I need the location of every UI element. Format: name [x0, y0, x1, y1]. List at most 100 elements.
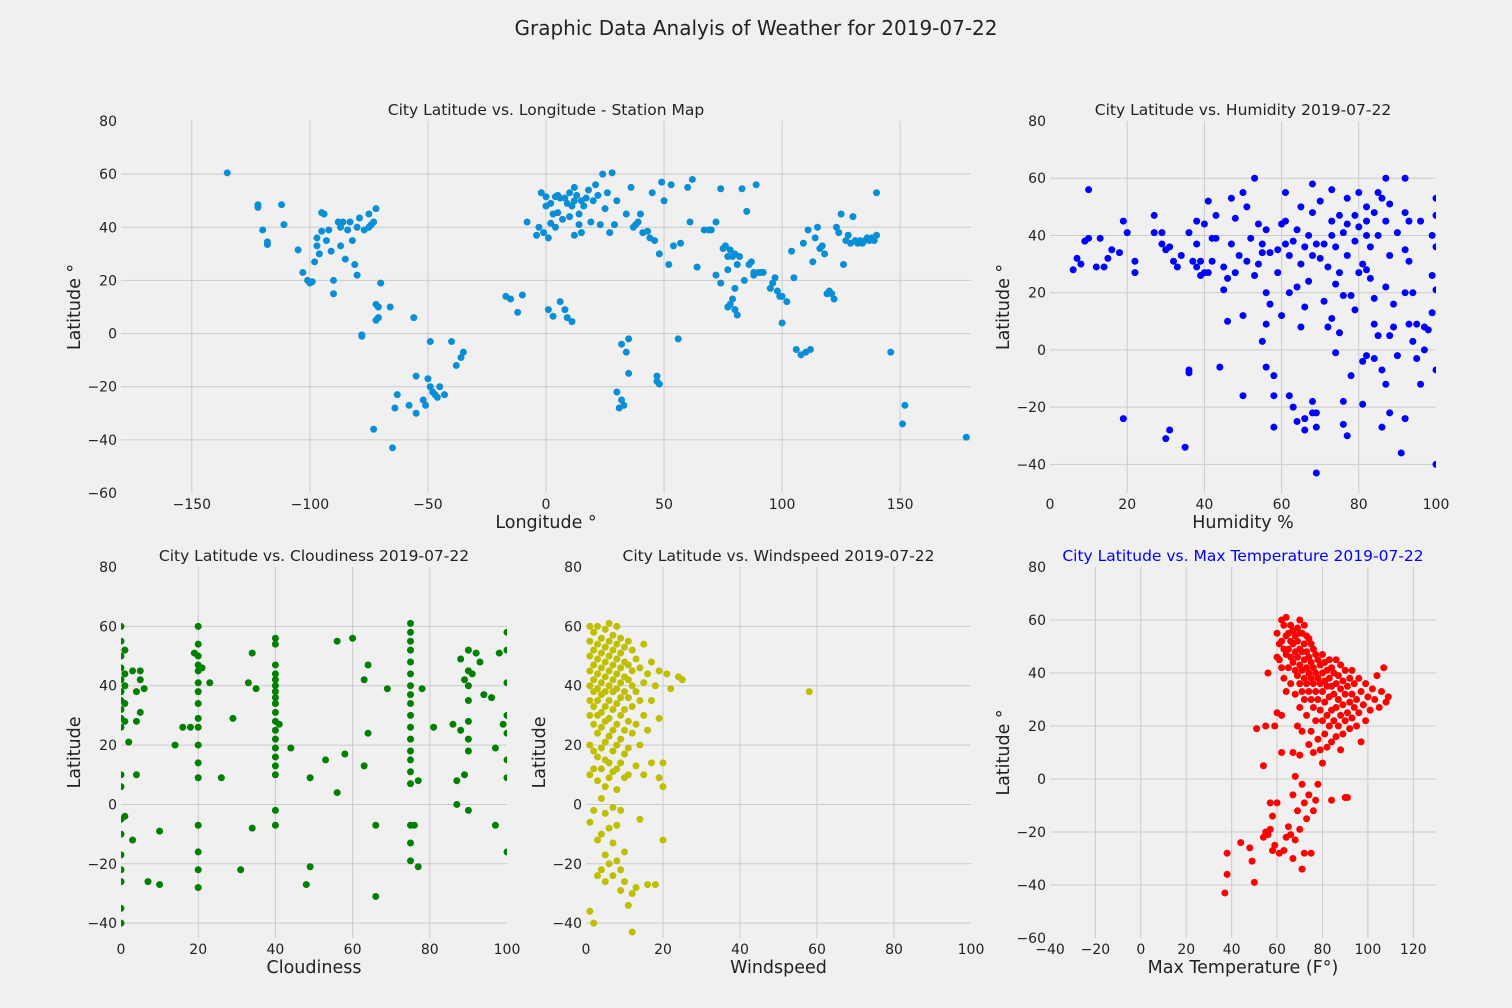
data-point [870, 237, 878, 245]
data-point [518, 291, 526, 299]
data-point [237, 866, 245, 874]
data-point [693, 263, 701, 271]
data-point [353, 223, 361, 231]
data-point [586, 697, 594, 705]
data-point [1357, 738, 1365, 746]
data-point [1348, 690, 1356, 698]
data-point [426, 338, 434, 346]
data-point [1371, 696, 1379, 703]
data-point [605, 824, 613, 832]
data-point [1278, 637, 1286, 645]
data-point [194, 759, 202, 767]
data-point [1298, 727, 1306, 735]
data-point [659, 759, 667, 767]
data-point [1386, 409, 1394, 417]
data-point [464, 806, 472, 814]
data-point [1343, 794, 1351, 802]
data-point [223, 169, 231, 177]
data-point [1355, 709, 1363, 717]
chart-title: City Latitude vs. Humidity 2019-07-22 [1095, 101, 1391, 119]
data-point [580, 202, 588, 210]
data-point [1312, 688, 1320, 696]
data-point [613, 685, 621, 693]
data-point [121, 866, 125, 874]
data-point [1300, 674, 1308, 682]
data-point [315, 250, 323, 258]
data-point [660, 197, 668, 205]
data-point [194, 884, 202, 892]
data-point [590, 806, 598, 814]
data-point [194, 723, 202, 731]
data-point [573, 191, 581, 199]
data-point [1223, 870, 1231, 878]
data-point [156, 827, 164, 835]
data-point [601, 851, 609, 859]
data-point [457, 655, 465, 663]
data-point [597, 765, 605, 773]
data-point [1278, 312, 1286, 320]
data-point [407, 646, 414, 654]
data-point [1397, 449, 1405, 457]
data-point [1309, 680, 1317, 688]
data-point [1341, 717, 1349, 725]
data-point [121, 682, 129, 690]
data-point [624, 661, 632, 669]
data-point [1308, 209, 1316, 217]
data-point [1339, 677, 1347, 685]
data-point [1298, 688, 1306, 696]
data-point [594, 640, 602, 648]
data-point [1131, 257, 1139, 265]
data-point [1328, 231, 1336, 239]
data-point [601, 809, 609, 817]
x-tick-label: −150 [173, 497, 211, 513]
data-point [194, 652, 202, 660]
data-point [617, 694, 625, 702]
data-point [1382, 380, 1390, 388]
data-point [837, 210, 845, 218]
data-point [1291, 690, 1299, 698]
y-tick-label: 40 [1028, 666, 1046, 682]
data-point [452, 361, 460, 369]
data-point [1262, 289, 1270, 297]
data-point [1293, 624, 1301, 632]
data-point [1166, 243, 1174, 251]
data-point [597, 723, 605, 731]
data-point [586, 907, 594, 915]
data-point [271, 753, 279, 761]
data-point [610, 221, 618, 229]
data-point [1432, 194, 1436, 202]
data-point [1401, 289, 1409, 297]
data-point [740, 276, 748, 284]
data-point [1216, 363, 1224, 371]
data-point [1320, 240, 1328, 248]
x-tick-label: 100 [958, 942, 985, 958]
data-point [547, 199, 555, 207]
data-point [613, 720, 621, 728]
y-tick-label: 40 [1028, 228, 1046, 244]
data-point [644, 881, 652, 889]
data-point [1289, 658, 1297, 666]
data-point [1293, 807, 1301, 815]
data-point [613, 622, 621, 630]
data-point [783, 298, 791, 306]
data-point [1303, 664, 1311, 672]
data-point [1370, 355, 1378, 363]
data-point [339, 218, 347, 226]
data-point [605, 697, 613, 705]
data-point [586, 682, 594, 690]
data-point [1307, 696, 1315, 703]
data-point [407, 682, 414, 690]
data-point [1370, 320, 1378, 328]
chart-windspeed: 0 20 40 60 80 100 −40 −20 0 20 40 60 80 City Latitude… [530, 547, 984, 978]
x-tick-label: 50 [655, 497, 673, 513]
data-point [1297, 203, 1305, 211]
data-point [609, 747, 617, 755]
data-point [832, 223, 840, 231]
data-point [1092, 263, 1100, 271]
data-point [1405, 320, 1413, 328]
data-point [1346, 725, 1354, 733]
data-point [1085, 234, 1093, 242]
x-tick-label: 40 [1195, 497, 1213, 513]
data-point [1220, 286, 1228, 294]
data-point [570, 231, 578, 239]
